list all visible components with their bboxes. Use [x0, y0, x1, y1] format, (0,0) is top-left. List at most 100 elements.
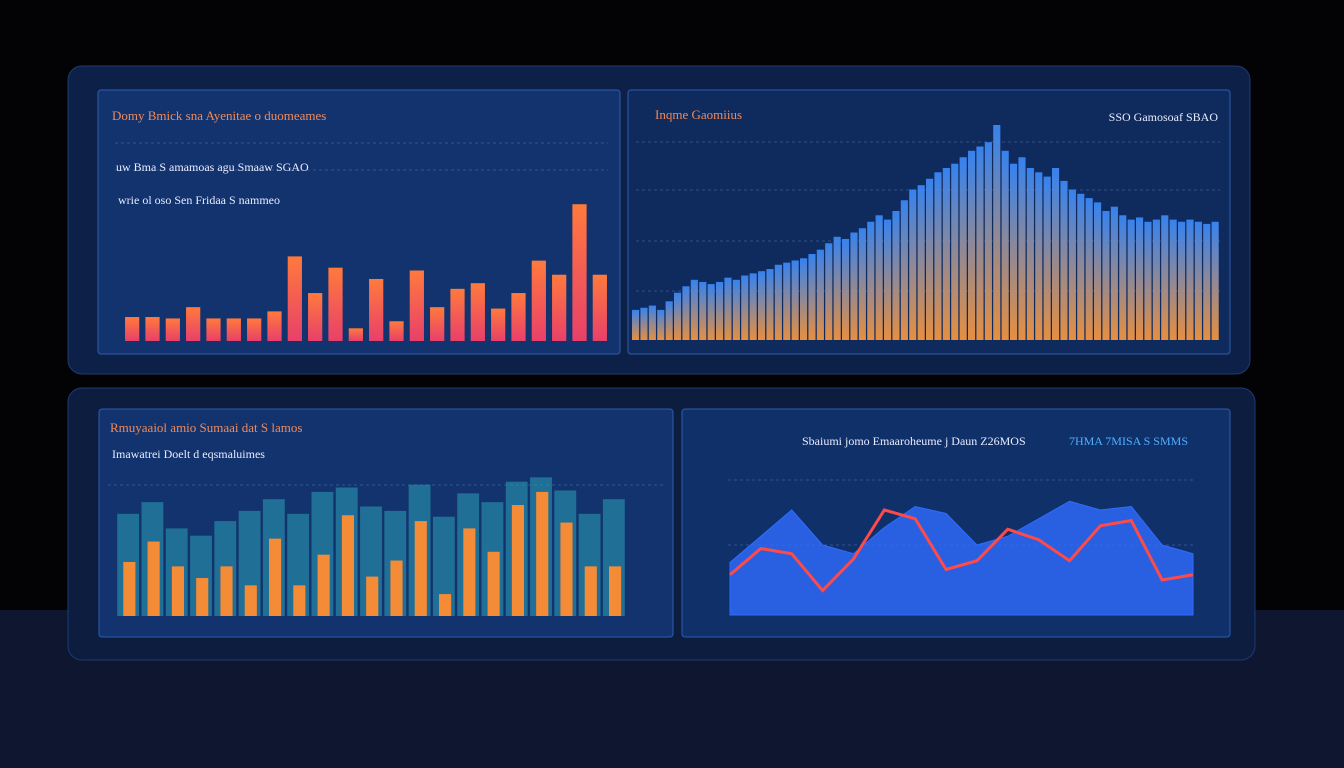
bar — [341, 515, 354, 616]
bar — [1194, 221, 1202, 340]
bar — [293, 585, 306, 616]
subtitle: 7HMA 7MISA S SMMS — [1069, 434, 1188, 448]
bar — [348, 328, 363, 341]
bar — [909, 189, 917, 340]
bar — [220, 566, 233, 616]
chart-title: Inqme Gaomiius — [655, 107, 742, 122]
bar — [267, 311, 282, 341]
bar — [450, 288, 465, 341]
bar — [1043, 176, 1051, 340]
bar — [1169, 219, 1177, 340]
bar — [592, 274, 607, 341]
bar — [690, 279, 698, 340]
bar — [951, 163, 959, 340]
bar — [584, 566, 597, 616]
bar — [491, 308, 506, 341]
bar — [682, 286, 690, 340]
card — [97, 89, 621, 355]
bar — [1068, 189, 1076, 340]
bar — [269, 538, 282, 616]
bar — [657, 309, 665, 340]
bar — [674, 292, 682, 340]
bar — [976, 146, 984, 340]
area — [729, 500, 1194, 616]
bar — [741, 275, 749, 340]
bar — [145, 317, 160, 341]
bar — [732, 279, 740, 340]
subtitle: Imawatrei Doelt d eqsmaluimes — [112, 447, 265, 461]
bar — [1186, 219, 1194, 340]
bar — [1203, 223, 1211, 340]
annotation: wrie ol oso Sen Fridaa S nammeo — [118, 193, 280, 207]
bar — [226, 318, 241, 341]
bar — [1018, 157, 1026, 340]
bar — [984, 142, 992, 340]
line — [729, 508, 1194, 593]
bar — [926, 178, 934, 340]
bar — [749, 273, 757, 340]
bar — [470, 283, 485, 341]
bar — [463, 528, 476, 616]
bar — [892, 211, 900, 340]
bar — [699, 281, 707, 340]
bar — [328, 267, 343, 341]
bar — [1001, 150, 1009, 340]
bar — [884, 219, 892, 340]
bar — [1010, 163, 1018, 340]
bar — [917, 185, 925, 340]
bar — [707, 284, 715, 340]
bar — [369, 278, 384, 341]
bar — [716, 281, 724, 340]
bar — [858, 228, 866, 340]
bar — [552, 274, 567, 341]
bar — [536, 491, 549, 616]
chart-title: Sbaiumi jomo Emaaroheume j Daun Z26MOS — [802, 434, 1026, 448]
bar — [1094, 202, 1102, 340]
bar — [196, 578, 209, 616]
bar — [816, 249, 824, 340]
bar — [409, 270, 424, 341]
bar — [1110, 206, 1118, 340]
bar — [366, 576, 379, 616]
bar — [724, 277, 732, 340]
bar — [1102, 211, 1110, 340]
bar — [1211, 221, 1219, 340]
bar — [439, 594, 452, 616]
bar — [959, 157, 967, 340]
bar — [842, 238, 850, 340]
bar — [1144, 221, 1152, 340]
bar — [147, 541, 160, 616]
bar — [1136, 217, 1144, 340]
bar — [758, 271, 766, 340]
chart-title: Domy Bmick sna Ayenitae o duomeames — [112, 108, 326, 123]
bar — [1152, 219, 1160, 340]
bar — [800, 258, 808, 340]
bar — [900, 200, 908, 340]
bar — [1178, 221, 1186, 340]
bar — [968, 150, 976, 340]
bar — [165, 318, 180, 341]
bar — [1161, 215, 1169, 340]
bar — [1035, 172, 1043, 340]
bar — [414, 521, 427, 616]
bar — [1026, 168, 1034, 340]
bar — [572, 204, 587, 341]
subtitle: SSO Gamosoaf SBAO — [1109, 110, 1219, 124]
bar — [511, 293, 526, 341]
bar — [1052, 168, 1060, 340]
bar — [632, 309, 640, 340]
bar — [774, 264, 782, 340]
bar — [766, 269, 774, 340]
bar — [833, 236, 841, 340]
bar — [430, 307, 445, 341]
bar — [171, 566, 184, 616]
bar — [511, 505, 524, 616]
bar — [317, 554, 330, 616]
bar — [390, 560, 403, 616]
bar — [640, 307, 648, 340]
bar — [432, 516, 455, 616]
bar — [1127, 219, 1135, 340]
bar — [487, 551, 500, 616]
bar — [244, 585, 257, 616]
